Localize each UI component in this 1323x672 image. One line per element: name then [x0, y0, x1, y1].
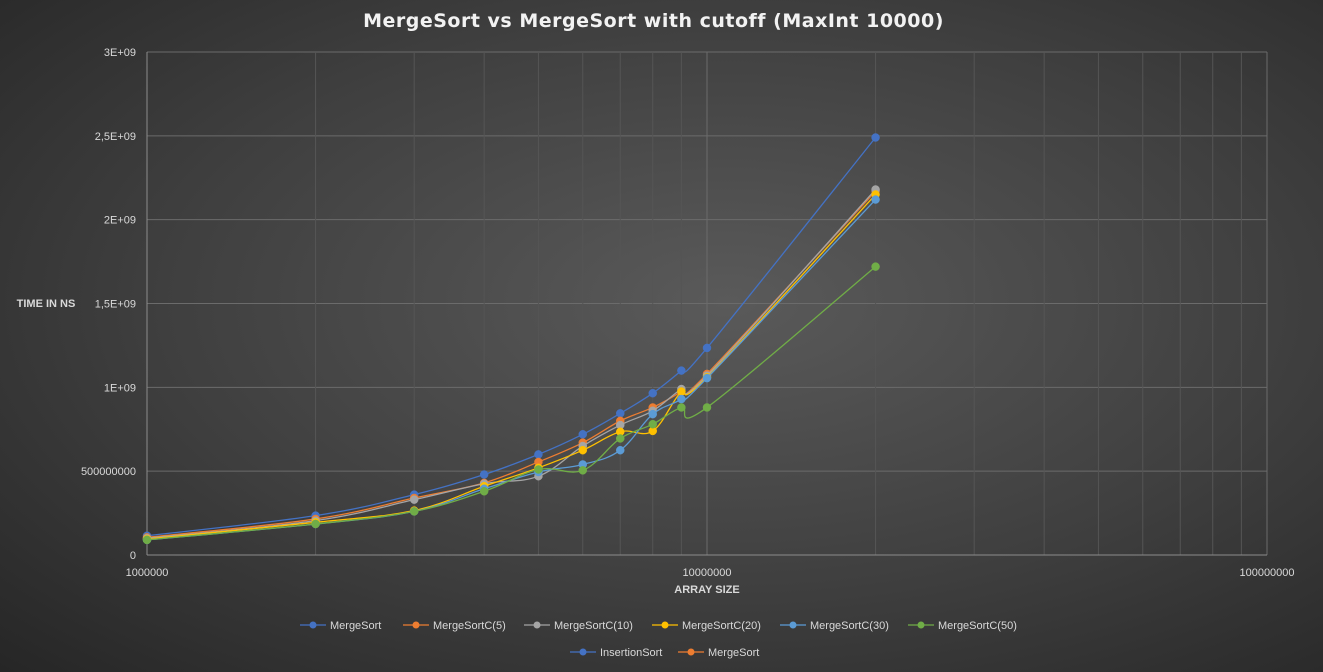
data-point [616, 434, 625, 443]
series-mergesortc-5- [142, 186, 880, 542]
series-mergesortc-30- [142, 195, 880, 545]
data-point [616, 409, 625, 418]
data-point [677, 403, 686, 412]
legend-item: MergeSortC(50) [908, 620, 1017, 632]
legend-marker [661, 621, 669, 629]
series-line [146, 189, 877, 539]
y-tick-label: 500000000 [81, 466, 136, 478]
legend-label: MergeSort [708, 647, 759, 659]
x-tick-label: 10000000 [683, 567, 732, 579]
data-point [702, 373, 712, 383]
data-point [648, 388, 657, 398]
series-line [146, 266, 876, 541]
tick-labels: 0 500000000 1E+09 1,5E+09 2E+09 2,5E+09 3E+09 1… [81, 47, 1295, 579]
data-point [677, 394, 686, 404]
x-axis-label: ARRAY SIZE [674, 584, 739, 596]
legend-item: MergeSort [678, 647, 759, 659]
legend-item: InsertionSort [570, 647, 662, 659]
data-point [616, 445, 625, 455]
y-tick-label: 1,5E+09 [95, 299, 136, 311]
y-tick-label: 3E+09 [104, 47, 136, 59]
data-point [871, 133, 880, 142]
legend-item: MergeSortC(10) [524, 620, 633, 632]
data-point [479, 487, 489, 496]
data-point [409, 495, 419, 504]
x-tick-label: 1000000 [126, 567, 169, 579]
legend-item: MergeSortC(5) [403, 620, 506, 632]
data-point [648, 419, 657, 429]
legend-item: MergeSortC(20) [652, 620, 761, 632]
x-tick-label: 100000000 [1239, 567, 1294, 579]
data-point [648, 409, 657, 419]
y-tick-label: 1E+09 [104, 382, 136, 394]
legend-marker [917, 621, 925, 629]
legend-marker [412, 621, 420, 629]
data-point [534, 450, 543, 459]
data-point [871, 195, 880, 204]
axes [146, 52, 1267, 556]
data-point [311, 519, 320, 529]
series-mergesortc-10- [142, 185, 880, 543]
gridlines [147, 51, 1268, 555]
y-tick-label: 2E+09 [104, 215, 136, 227]
legend-marker [579, 648, 587, 656]
data-point [677, 387, 686, 396]
series-line [146, 190, 877, 539]
legend: MergeSort MergeSortC(5) MergeSortC(10) Merg… [300, 620, 1017, 659]
data-point [871, 262, 880, 271]
legend-marker [687, 648, 695, 656]
y-tick-label: 0 [130, 550, 136, 562]
data-point [578, 445, 588, 455]
chart-title: MergeSort vs MergeSort with cutoff (MaxI… [363, 10, 944, 32]
legend-item: MergeSort [300, 620, 381, 632]
data-point [142, 535, 152, 545]
legend-label: MergeSortC(20) [682, 620, 761, 632]
legend-label: MergeSortC(30) [810, 620, 889, 632]
legend-label: MergeSortC(50) [938, 620, 1017, 632]
data-point [702, 343, 712, 353]
series-line [146, 199, 877, 541]
legend-label: MergeSortC(5) [433, 620, 506, 632]
series-line [146, 194, 877, 540]
series-group [142, 133, 880, 545]
data-point [578, 430, 588, 439]
series-mergesortc-50- [142, 262, 880, 545]
data-point [702, 403, 712, 412]
legend-item: MergeSortC(30) [780, 620, 889, 632]
data-point [578, 466, 588, 475]
data-point [409, 507, 419, 516]
legend-marker [789, 621, 797, 629]
legend-label: InsertionSort [600, 647, 662, 659]
legend-label: MergeSortC(10) [554, 620, 633, 632]
data-point [534, 465, 543, 474]
data-point [479, 470, 489, 479]
legend-marker [533, 621, 541, 629]
legend-label: MergeSort [330, 620, 381, 632]
series-mergesortc-20- [142, 190, 880, 544]
y-tick-label: 2,5E+09 [95, 131, 136, 143]
y-axis-label: TIME IN NS [17, 298, 76, 310]
series-mergesort [142, 133, 880, 540]
data-point [677, 366, 686, 375]
series-line [146, 137, 877, 537]
legend-marker [309, 621, 317, 629]
